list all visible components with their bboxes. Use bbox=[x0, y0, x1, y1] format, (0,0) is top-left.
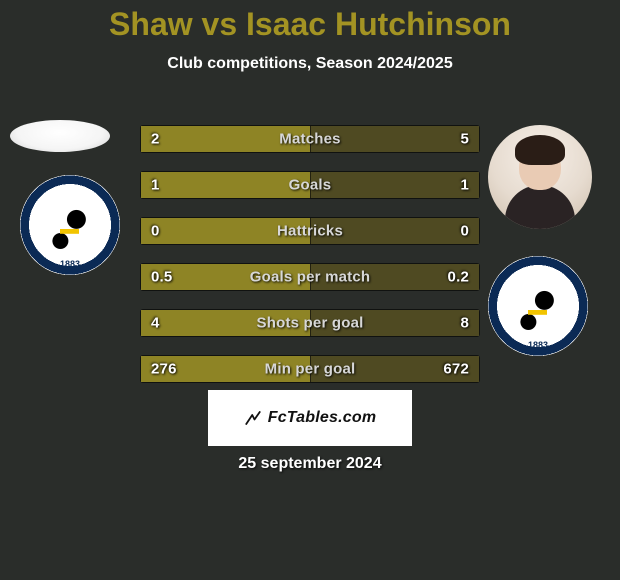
date-text: 25 september 2024 bbox=[238, 455, 381, 473]
stat-right-half bbox=[310, 264, 479, 290]
stat-left-half bbox=[141, 264, 310, 290]
watermark-text: FcTables.com bbox=[268, 409, 377, 427]
stat-left-half bbox=[141, 126, 310, 152]
page-title: Shaw vs Isaac Hutchinson bbox=[0, 6, 620, 43]
comparison-infographic: Shaw vs Isaac Hutchinson Club competitio… bbox=[0, 0, 620, 580]
stat-row: 0 Hattricks 0 bbox=[140, 217, 480, 245]
stat-row: 2 Matches 5 bbox=[140, 125, 480, 153]
stat-right-half bbox=[310, 126, 479, 152]
stats-table: 2 Matches 5 1 Goals 1 0 Hattricks 0 0.5 … bbox=[140, 125, 480, 401]
player-left-club-badge: 1883 bbox=[20, 175, 120, 275]
stat-row: 4 Shots per goal 8 bbox=[140, 309, 480, 337]
stat-row: 276 Min per goal 672 bbox=[140, 355, 480, 383]
stat-left-half bbox=[141, 356, 310, 382]
stat-row: 0.5 Goals per match 0.2 bbox=[140, 263, 480, 291]
player-right-club-badge: 1883 bbox=[488, 256, 588, 356]
stat-right-half bbox=[310, 218, 479, 244]
stat-right-half bbox=[310, 310, 479, 336]
stat-left-half bbox=[141, 172, 310, 198]
stat-right-half bbox=[310, 356, 479, 382]
stat-left-half bbox=[141, 310, 310, 336]
stat-left-half bbox=[141, 218, 310, 244]
avatar-hair-shape bbox=[515, 135, 565, 165]
watermark: FcTables.com bbox=[208, 390, 412, 446]
badge-year-left: 1883 bbox=[60, 259, 80, 269]
player-left-photo-placeholder bbox=[10, 120, 110, 152]
page-subtitle: Club competitions, Season 2024/2025 bbox=[0, 55, 620, 73]
bristol-rovers-badge-icon: 1883 bbox=[488, 256, 588, 356]
player-right-photo bbox=[488, 125, 592, 229]
badge-year-right: 1883 bbox=[528, 340, 548, 350]
bristol-rovers-badge-icon: 1883 bbox=[20, 175, 120, 275]
fctables-logo-icon bbox=[244, 409, 262, 427]
stat-row: 1 Goals 1 bbox=[140, 171, 480, 199]
stat-right-half bbox=[310, 172, 479, 198]
